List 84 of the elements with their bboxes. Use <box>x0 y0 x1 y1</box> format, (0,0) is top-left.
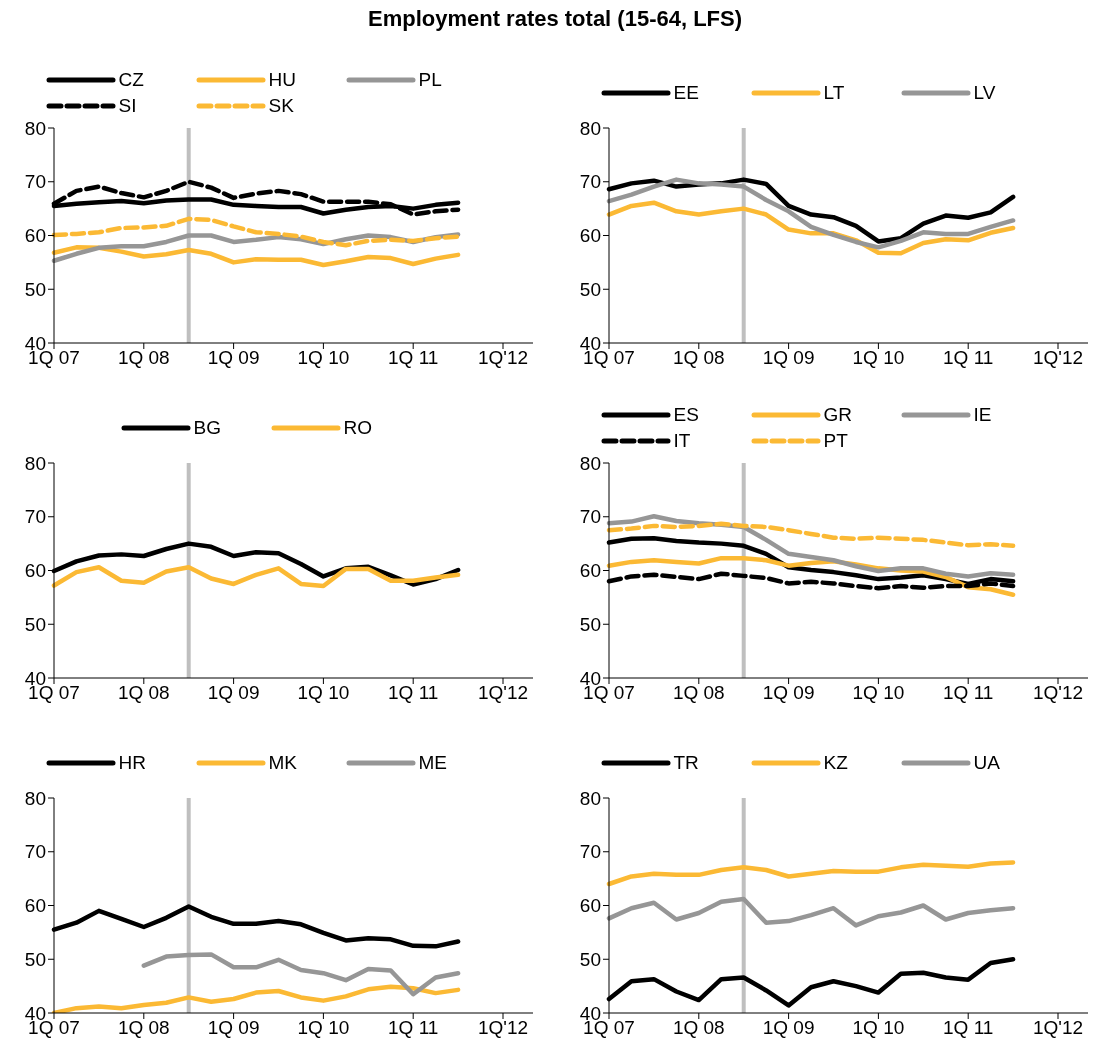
x-tick-label: 1Q 09 <box>762 682 815 704</box>
legend-label: IT <box>673 430 691 452</box>
legend-label: ME <box>418 752 447 774</box>
x-tick-label: 1Q 11 <box>943 347 994 369</box>
y-tick-label: 70 <box>24 506 46 528</box>
y-tick-label: 50 <box>24 278 46 300</box>
line-series <box>606 896 1016 928</box>
x-tick-label: 1Q'12 <box>477 347 529 369</box>
legend-label: ES <box>673 404 699 426</box>
x-tick-label: 1Q'12 <box>477 1017 529 1039</box>
x-tick-label: 1Q 08 <box>672 682 725 704</box>
legend-label: EE <box>673 82 699 104</box>
legend-label: LT <box>823 82 845 104</box>
legend-label: LV <box>973 82 996 104</box>
legend-label: MK <box>268 752 297 774</box>
y-tick-label: 50 <box>579 948 601 970</box>
x-tick-label: 1Q 10 <box>852 682 905 704</box>
y-tick-label: 70 <box>24 171 46 193</box>
y-tick-label: 80 <box>579 452 601 474</box>
y-tick-label: 70 <box>579 506 601 528</box>
x-tick-label: 1Q 10 <box>852 347 905 369</box>
y-tick-label: 60 <box>579 225 601 247</box>
x-tick-label: 1Q 08 <box>117 347 170 369</box>
y-tick-label: 60 <box>24 225 46 247</box>
x-tick-label: 1Q 11 <box>388 1017 439 1039</box>
x-tick-label: 1Q'12 <box>1032 682 1084 704</box>
y-tick-label: 70 <box>579 171 601 193</box>
y-tick-label: 60 <box>24 895 46 917</box>
legend-label: PT <box>823 430 848 452</box>
y-tick-label: 60 <box>579 895 601 917</box>
x-tick-label: 1Q'12 <box>1032 347 1084 369</box>
x-tick-label: 1Q 08 <box>672 1017 725 1039</box>
line-series <box>606 521 1016 549</box>
legend-label: KZ <box>823 752 848 774</box>
legend-label: CZ <box>118 69 144 91</box>
y-tick-label: 50 <box>24 613 46 635</box>
y-tick-label: 50 <box>579 613 601 635</box>
x-tick-label: 1Q 11 <box>943 682 994 704</box>
x-tick-label: 1Q 10 <box>297 347 350 369</box>
legend-label: SI <box>118 95 137 117</box>
y-tick-label: 80 <box>579 787 601 809</box>
x-tick-label: 1Q 09 <box>207 682 260 704</box>
x-tick-label: 1Q 11 <box>943 1017 994 1039</box>
legend-label: HU <box>268 69 296 91</box>
x-tick-label: 1Q 09 <box>207 1017 260 1039</box>
y-tick-label: 60 <box>24 560 46 582</box>
x-tick-label: 1Q 11 <box>388 347 439 369</box>
y-tick-label: 60 <box>579 560 601 582</box>
y-tick-label: 80 <box>24 452 46 474</box>
x-tick-label: 1Q'12 <box>1032 1017 1084 1039</box>
x-tick-label: 1Q 10 <box>852 1017 905 1039</box>
line-series <box>606 860 1016 887</box>
legend-label: RO <box>343 417 372 439</box>
y-tick-label: 80 <box>24 117 46 139</box>
x-tick-label: 1Q 09 <box>762 347 815 369</box>
legend-label: UA <box>973 752 1000 774</box>
x-tick-label: 1Q 09 <box>207 347 260 369</box>
y-tick-label: 80 <box>24 787 46 809</box>
legend-label: SK <box>268 95 294 117</box>
x-tick-label: 1Q 09 <box>762 1017 815 1039</box>
line-series <box>51 245 461 268</box>
legend-label: GR <box>823 404 852 426</box>
x-tick-label: 1Q 10 <box>297 682 350 704</box>
line-series <box>51 216 461 248</box>
chart-title: Employment rates total (15-64, LFS) <box>366 6 744 32</box>
legend-label: BG <box>193 417 221 439</box>
x-tick-label: 1Q 11 <box>388 682 439 704</box>
y-tick-label: 50 <box>579 278 601 300</box>
y-tick-label: 80 <box>579 117 601 139</box>
legend-label: PL <box>418 69 442 91</box>
legend-label: IE <box>973 404 992 426</box>
y-tick-label: 70 <box>579 841 601 863</box>
x-tick-label: 1Q 08 <box>672 347 725 369</box>
line-series <box>51 565 461 589</box>
legend-label: TR <box>673 752 699 774</box>
legend-label: HR <box>118 752 146 774</box>
x-tick-label: 1Q'12 <box>477 682 529 704</box>
y-tick-label: 70 <box>24 841 46 863</box>
y-tick-label: 50 <box>24 948 46 970</box>
x-tick-label: 1Q 08 <box>117 1017 170 1039</box>
x-tick-label: 1Q 10 <box>297 1017 350 1039</box>
line-series <box>51 984 461 1013</box>
line-series <box>141 952 461 997</box>
x-tick-label: 1Q 08 <box>117 682 170 704</box>
